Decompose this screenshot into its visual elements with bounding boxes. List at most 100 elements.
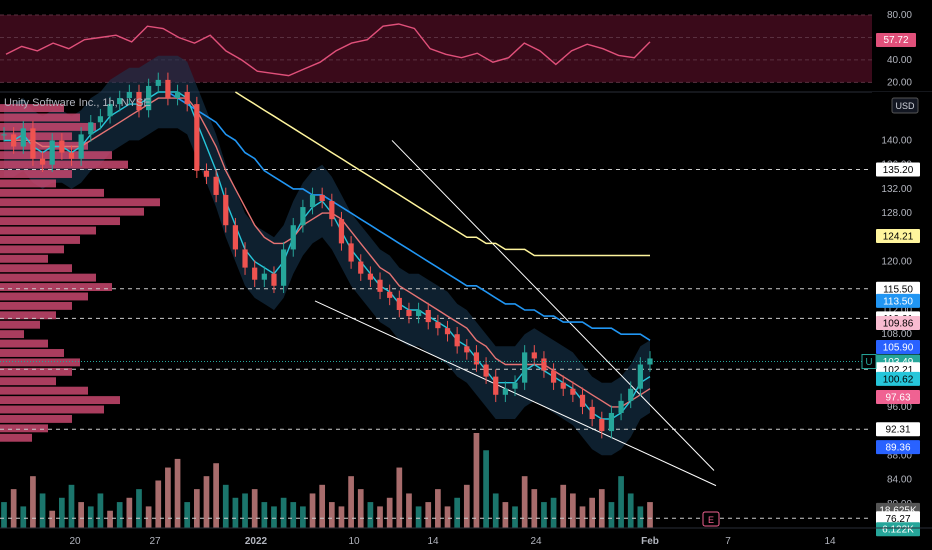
candle-body (280, 249, 287, 286)
volume-profile-bar (0, 170, 72, 178)
candle-body (78, 134, 84, 159)
volume-profile-bar (0, 358, 80, 367)
volume-bar (251, 489, 258, 528)
price-tick-label: 84.00 (887, 475, 912, 486)
volume-bar (155, 480, 162, 528)
volume-bar (463, 484, 470, 528)
candle-body (271, 273, 277, 286)
volume-bar (444, 506, 451, 528)
candle-body (126, 92, 132, 99)
volume-bar (261, 502, 268, 528)
volume-bar (492, 493, 499, 528)
candle-body (338, 219, 345, 244)
candle-body (49, 140, 55, 165)
volume-bar (78, 502, 84, 528)
price-tick-label: 108.00 (881, 329, 912, 340)
volume-bar (560, 484, 567, 528)
candle-body (329, 201, 335, 220)
price-tick-label: 88.00 (887, 450, 912, 461)
candle-body (560, 382, 566, 389)
candle-body (252, 267, 258, 280)
candle-body (589, 406, 595, 419)
candle-body (223, 194, 229, 226)
price-axis[interactable]: 140.00136.00132.00128.00124.00120.00116.… (861, 92, 932, 550)
volume-bar (647, 502, 653, 528)
price-tick-label: 128.00 (881, 208, 912, 219)
volume-profile-bar (0, 122, 96, 131)
volume-bar (184, 502, 191, 528)
candle-body (618, 400, 624, 413)
volume-profile-bar (0, 188, 104, 197)
time-axis[interactable]: 20 27 2022 10 14 24 Feb 7 14 (0, 527, 932, 547)
volume-bar (97, 493, 104, 528)
price-label-value: 92.31 (885, 425, 910, 436)
earnings-marker[interactable]: E (702, 511, 720, 527)
volume-bar (319, 484, 326, 528)
rsi-tick-label: 80.00 (887, 10, 912, 21)
candle-body (146, 85, 152, 111)
volume-bar (290, 502, 297, 528)
volume-profile-bar (0, 330, 24, 339)
candle-body (348, 243, 354, 262)
candle-body (608, 412, 615, 432)
candle-body (88, 122, 94, 135)
candle-body (570, 388, 576, 395)
volume-profile-bar (0, 160, 128, 169)
volume-bar (232, 497, 239, 528)
candle-body (184, 92, 190, 105)
time-tick-label: 27 (149, 536, 161, 547)
price-label-value: 76.27 (885, 514, 910, 525)
candle-body (464, 346, 470, 353)
volume-profile-bar (0, 283, 112, 292)
price-label-value: 135.20 (883, 165, 914, 176)
symbol-badge (861, 354, 877, 370)
price-label-badge (876, 293, 920, 308)
price-label-value: 89.36 (885, 443, 910, 454)
volume-bar (136, 489, 142, 528)
candle-body (290, 225, 296, 250)
candle-body (242, 249, 248, 268)
price-tick-label: 120.00 (881, 257, 912, 268)
currency-badge[interactable]: USD (891, 97, 919, 114)
price-panel (0, 55, 872, 528)
volume-profile-bar (0, 349, 64, 357)
volume-profile-bar (0, 433, 32, 442)
volume-bar (357, 489, 364, 528)
candle-body (531, 352, 537, 359)
candle-body (174, 92, 181, 99)
volume-bar (145, 506, 152, 528)
volume-bar (213, 463, 219, 528)
volume-bar (618, 476, 624, 528)
volume-bar (280, 497, 287, 528)
price-label-value: 102.21 (883, 365, 914, 376)
candle-body (406, 310, 412, 317)
price-label-badge (876, 339, 920, 354)
candle-body (454, 334, 460, 347)
volume-bar (637, 506, 644, 528)
rsi-line (5, 23, 651, 77)
volume-profile-bar (0, 104, 64, 113)
price-tick-label: 112.00 (882, 305, 912, 316)
rsi-tick-label: 20.00 (887, 77, 912, 88)
price-label-badge (876, 511, 920, 526)
volume-profile-bar (0, 151, 112, 160)
volume-profile-bar (0, 377, 56, 386)
volume-bar (377, 506, 383, 528)
volume-bar (531, 489, 538, 528)
symbol-title: Unity Software Inc., 1h, NYSE (4, 97, 151, 109)
price-label-badge (876, 281, 920, 296)
price-label-value: 18.625K (879, 505, 917, 516)
volume-profile-bar (0, 320, 40, 329)
candle-body (97, 116, 104, 123)
volume-profile-bar (0, 414, 72, 423)
candle-body (647, 358, 653, 365)
volume-bar (598, 489, 605, 528)
candle-body (387, 291, 393, 298)
volume-bar (406, 493, 412, 528)
candle-body (358, 261, 364, 274)
candle-body (155, 79, 161, 86)
candle-body (435, 322, 441, 329)
price-label-value: 109.86 (883, 318, 914, 329)
candle-body (261, 273, 267, 280)
